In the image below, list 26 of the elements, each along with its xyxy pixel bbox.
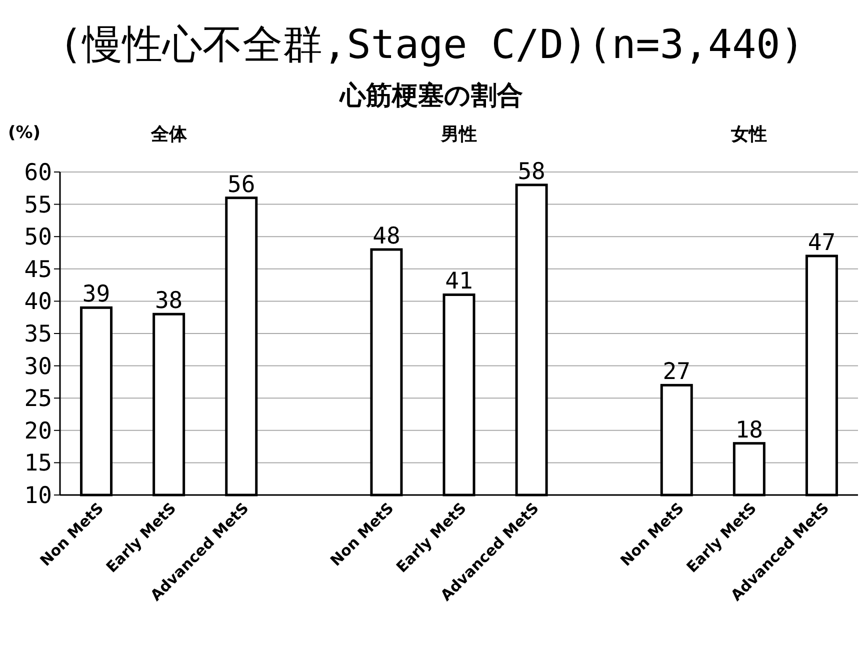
y-tick-label: 55 [24, 192, 52, 218]
y-tick-label: 15 [24, 450, 52, 477]
y-tick-label: 25 [24, 386, 52, 412]
data-label: 39 [82, 282, 110, 308]
data-label: 58 [518, 158, 546, 185]
data-label: 48 [372, 224, 400, 250]
data-label: 38 [154, 288, 183, 314]
data-label: 41 [445, 268, 473, 295]
data-label: 27 [662, 359, 690, 386]
y-tick-label: 45 [24, 256, 52, 283]
y-tick-label: 35 [24, 322, 52, 348]
y-tick-label: 30 [24, 354, 52, 380]
y-tick-label: 50 [24, 224, 52, 251]
y-axis-title: (%) [8, 123, 41, 143]
y-tick-label: 10 [24, 483, 52, 509]
text: 女性 [730, 124, 768, 145]
text: 全体 [150, 124, 188, 145]
y-tick-label: 20 [24, 418, 52, 444]
data-label: 18 [735, 417, 764, 444]
y-tick-label: 40 [24, 289, 52, 316]
chart-subtitle: 心筋梗塞の割合 [338, 81, 523, 111]
y-tick-label: 60 [24, 160, 52, 186]
data-label: 47 [808, 230, 836, 256]
data-label: 56 [228, 172, 256, 198]
text: 男性 [440, 124, 477, 145]
chart-title: (慢性心不全群,Stage C/D)(n=3,440) [58, 22, 804, 68]
